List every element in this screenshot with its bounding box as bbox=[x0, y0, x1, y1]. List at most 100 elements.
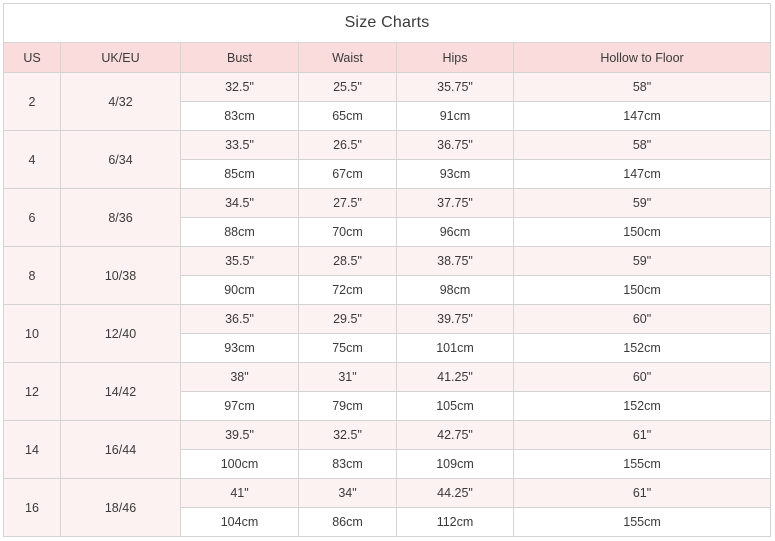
cell-hollow-cm: 150cm bbox=[512, 217, 772, 247]
cell-hips-inches: 42.75" bbox=[396, 420, 514, 450]
cell-hips-cm: 109cm bbox=[396, 449, 514, 479]
cell-us-size: 2 bbox=[3, 72, 61, 131]
cell-hollow-inches: 60" bbox=[512, 304, 772, 334]
table-row: 16 18/46 41" 34" 44.25" 61" bbox=[3, 478, 772, 537]
cell-bust-cm: 104cm bbox=[180, 507, 299, 537]
table-row: 8 10/38 35.5" 28.5" 38.75" 59" bbox=[3, 246, 772, 305]
cell-hollow-cm: 152cm bbox=[512, 391, 772, 421]
cell-hips-inches: 41.25" bbox=[396, 362, 514, 392]
cell-waist-inches: 29.5" bbox=[298, 304, 397, 334]
cell-hollow-cm: 150cm bbox=[512, 275, 772, 305]
table-row: 10 12/40 36.5" 29.5" 39.75" 60" bbox=[3, 304, 772, 363]
cell-hollow-inches: 61" bbox=[512, 478, 772, 508]
cell-bust-inches: 41" bbox=[180, 478, 299, 508]
cell-bust-cm: 85cm bbox=[180, 159, 299, 189]
cell-hollow-inches: 58" bbox=[512, 130, 772, 160]
cell-ukeu-size: 18/46 bbox=[60, 478, 181, 537]
cell-waist-inches: 31" bbox=[298, 362, 397, 392]
cell-bust-cm: 97cm bbox=[180, 391, 299, 421]
cell-us-size: 12 bbox=[3, 362, 61, 421]
size-chart-table: Size Charts US UK/EU Bust Waist Hips Hol… bbox=[2, 3, 772, 537]
cell-waist-cm: 67cm bbox=[298, 159, 397, 189]
cell-ukeu-size: 4/32 bbox=[60, 72, 181, 131]
table-row: 14 16/44 39.5" 32.5" 42.75" 61" bbox=[3, 420, 772, 479]
cell-ukeu-size: 16/44 bbox=[60, 420, 181, 479]
cell-ukeu-size: 14/42 bbox=[60, 362, 181, 421]
table-row: 12 14/42 38" 31" 41.25" 60" bbox=[3, 362, 772, 421]
table-row: 85cm 67cm 93cm 147cm bbox=[4, 159, 772, 189]
column-header-hips: Hips bbox=[396, 42, 514, 73]
cell-bust-cm: 100cm bbox=[180, 449, 299, 479]
cell-hollow-cm: 147cm bbox=[512, 101, 772, 131]
cell-bust-cm: 83cm bbox=[180, 101, 299, 131]
cell-us-size: 14 bbox=[3, 420, 61, 479]
cell-bust-inches: 38" bbox=[180, 362, 299, 392]
cell-waist-inches: 26.5" bbox=[298, 130, 397, 160]
cell-hollow-inches: 59" bbox=[512, 246, 772, 276]
cell-waist-inches: 32.5" bbox=[298, 420, 397, 450]
cell-ukeu-size: 12/40 bbox=[60, 304, 181, 363]
cell-ukeu-size: 8/36 bbox=[60, 188, 181, 247]
cell-hips-cm: 105cm bbox=[396, 391, 514, 421]
column-header-us: US bbox=[3, 42, 61, 73]
cell-hips-inches: 35.75" bbox=[396, 72, 514, 102]
cell-hollow-cm: 155cm bbox=[512, 507, 772, 537]
cell-bust-inches: 34.5" bbox=[180, 188, 299, 218]
cell-bust-inches: 39.5" bbox=[180, 420, 299, 450]
cell-waist-inches: 34" bbox=[298, 478, 397, 508]
cell-hips-cm: 101cm bbox=[396, 333, 514, 363]
cell-hips-inches: 39.75" bbox=[396, 304, 514, 334]
cell-hips-inches: 44.25" bbox=[396, 478, 514, 508]
table-row: 83cm 65cm 91cm 147cm bbox=[4, 101, 772, 131]
cell-waist-inches: 28.5" bbox=[298, 246, 397, 276]
cell-waist-cm: 72cm bbox=[298, 275, 397, 305]
table-row: 2 4/32 32.5" 25.5" 35.75" 58" bbox=[3, 72, 772, 131]
cell-hollow-cm: 147cm bbox=[512, 159, 772, 189]
cell-ukeu-size: 6/34 bbox=[60, 130, 181, 189]
cell-us-size: 8 bbox=[3, 246, 61, 305]
table-row: 6 8/36 34.5" 27.5" 37.75" 59" bbox=[3, 188, 772, 247]
cell-waist-inches: 27.5" bbox=[298, 188, 397, 218]
title-row: Size Charts bbox=[2, 3, 772, 43]
cell-bust-cm: 93cm bbox=[180, 333, 299, 363]
column-header-hollow-to-floor: Hollow to Floor bbox=[512, 42, 772, 73]
cell-waist-cm: 70cm bbox=[298, 217, 397, 247]
cell-hips-inches: 36.75" bbox=[396, 130, 514, 160]
column-header-bust: Bust bbox=[180, 42, 299, 73]
cell-bust-cm: 88cm bbox=[180, 217, 299, 247]
cell-waist-cm: 75cm bbox=[298, 333, 397, 363]
table-header-row: US UK/EU Bust Waist Hips Hollow to Floor bbox=[3, 42, 772, 73]
column-header-waist: Waist bbox=[298, 42, 397, 73]
cell-hips-cm: 98cm bbox=[396, 275, 514, 305]
cell-bust-inches: 32.5" bbox=[180, 72, 299, 102]
cell-hollow-inches: 58" bbox=[512, 72, 772, 102]
cell-us-size: 6 bbox=[3, 188, 61, 247]
cell-hollow-cm: 152cm bbox=[512, 333, 772, 363]
cell-hollow-inches: 61" bbox=[512, 420, 772, 450]
cell-us-size: 16 bbox=[3, 478, 61, 537]
size-chart-body: Size Charts US UK/EU Bust Waist Hips Hol… bbox=[2, 3, 772, 537]
column-header-ukeu: UK/EU bbox=[60, 42, 181, 73]
cell-waist-cm: 79cm bbox=[298, 391, 397, 421]
cell-bust-inches: 36.5" bbox=[180, 304, 299, 334]
cell-hips-inches: 37.75" bbox=[396, 188, 514, 218]
cell-hips-cm: 96cm bbox=[396, 217, 514, 247]
page-title: Size Charts bbox=[2, 3, 772, 43]
cell-hips-cm: 112cm bbox=[396, 507, 514, 537]
cell-bust-cm: 90cm bbox=[180, 275, 299, 305]
cell-waist-cm: 86cm bbox=[298, 507, 397, 537]
cell-hips-cm: 93cm bbox=[396, 159, 514, 189]
cell-hollow-cm: 155cm bbox=[512, 449, 772, 479]
cell-us-size: 4 bbox=[3, 130, 61, 189]
table-row: 104cm 86cm 112cm 155cm bbox=[4, 507, 772, 537]
table-row: 88cm 70cm 96cm 150cm bbox=[4, 217, 772, 247]
table-row: 97cm 79cm 105cm 152cm bbox=[4, 391, 772, 421]
cell-hips-inches: 38.75" bbox=[396, 246, 514, 276]
cell-us-size: 10 bbox=[3, 304, 61, 363]
table-row: 90cm 72cm 98cm 150cm bbox=[4, 275, 772, 305]
cell-hollow-inches: 59" bbox=[512, 188, 772, 218]
table-row: 4 6/34 33.5" 26.5" 36.75" 58" bbox=[3, 130, 772, 189]
cell-waist-cm: 83cm bbox=[298, 449, 397, 479]
cell-bust-inches: 33.5" bbox=[180, 130, 299, 160]
